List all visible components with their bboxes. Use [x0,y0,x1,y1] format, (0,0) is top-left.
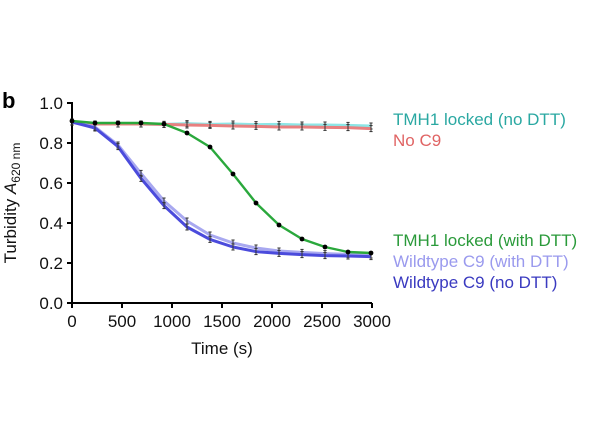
data-point [300,251,304,259]
legend-entry: TMH1 locked (no DTT) [393,110,566,129]
data-point [231,122,235,130]
data-point [230,171,236,177]
y-axis-title-symbol: A [1,183,20,195]
data-point [345,249,351,255]
y-tick-label: 1.0 [39,94,63,113]
panel-label: b [2,88,15,113]
data-point [253,200,259,206]
data-point [277,249,281,257]
series-line [71,120,372,259]
y-tick-label: 0.0 [39,294,63,313]
x-axis-title: Time (s) [191,339,253,358]
data-point [207,144,213,150]
data-point [254,122,258,130]
series-line [71,119,372,255]
legend-entry: No C9 [393,131,441,150]
data-point [115,120,121,126]
data-point [208,121,212,129]
data-point [323,252,327,260]
x-tick-label: 500 [108,312,136,331]
y-tick-label: 0.8 [39,134,63,153]
data-point [346,124,350,132]
data-point [276,222,282,228]
data-point [139,174,143,182]
data-point [254,248,258,256]
data-point [185,223,189,231]
x-tick-label: 1500 [203,312,241,331]
x-tick-label: 3000 [353,312,391,331]
data-point [369,125,373,133]
data-point [208,235,212,243]
data-point [299,236,305,242]
y-tick-label: 0.2 [39,254,63,273]
y-axis-title-subscript: 620 nm [9,143,23,183]
data-point [116,143,120,151]
data-point [323,123,327,131]
y-axis-title: Turbidity A620 nm [1,143,23,264]
data-point [69,118,75,124]
data-point [138,120,144,126]
x-tick-label: 2000 [253,312,291,331]
data-point [184,130,190,136]
x-tick-label: 0 [67,312,76,331]
data-point [161,121,167,127]
legend-entry: TMH1 locked (with DTT) [393,231,577,250]
data-point [277,123,281,131]
y-tick-label: 0.6 [39,174,63,193]
series-layer [69,118,374,261]
legend-entry: Wildtype C9 (with DTT) [393,252,569,271]
data-point [162,202,166,210]
x-tick-label: 1000 [153,312,191,331]
data-point [185,121,189,129]
axes: 0 500 1000 1500 2000 2500 3000 0.0 0.2 0.4 0.6 0.8 1… [39,94,391,331]
series-2 [69,118,374,256]
y-tick-label: 0.4 [39,214,63,233]
data-point [231,243,235,251]
data-point [368,250,374,256]
data-point [300,123,304,131]
legend-entry: Wildtype C9 (no DTT) [393,273,557,292]
y-axis-title-text: Turbidity A620 nm [1,143,23,264]
y-axis-title-main: Turbidity [1,194,20,263]
x-tick-label: 2500 [303,312,341,331]
data-point [92,120,98,126]
data-point [322,244,328,250]
legend: TMH1 locked (no DTT) No C9 TMH1 locked (wi… [393,110,577,292]
